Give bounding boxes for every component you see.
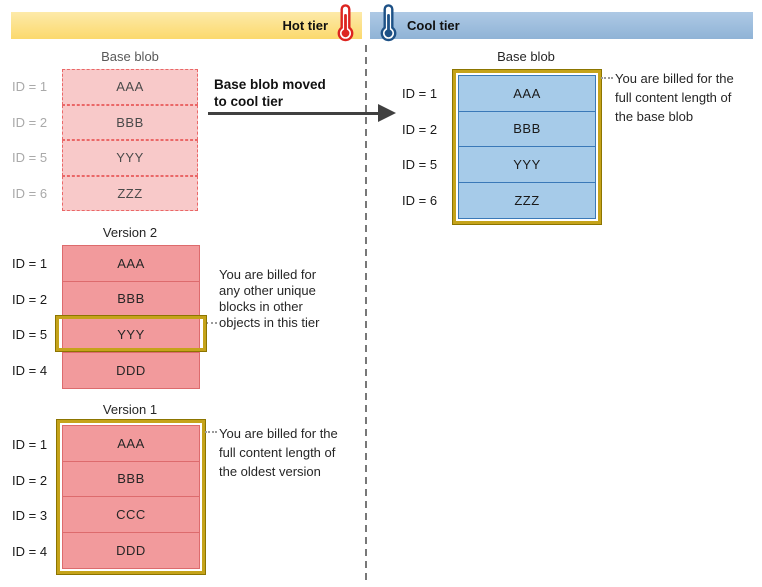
block-cell: AAA	[459, 76, 595, 112]
block-id: ID = 6	[12, 185, 48, 201]
note-line: You are billed for the	[615, 71, 734, 86]
block-cell: AAA	[63, 426, 199, 462]
block-cell: DDD	[63, 532, 199, 568]
version1-title: Version 1	[102, 402, 158, 417]
block-id: ID = 2	[402, 121, 438, 137]
block-cell: YYY	[459, 147, 595, 183]
block-id: ID = 4	[12, 362, 48, 378]
block-id: ID = 1	[12, 437, 48, 453]
version2-title: Version 2	[102, 225, 158, 240]
hot-tier-label: Hot tier	[282, 18, 329, 33]
block-cell: YYY	[63, 317, 199, 353]
note-line: objects in this tier	[219, 315, 320, 330]
block-cell: BBB	[62, 104, 198, 140]
version2-billing-note: You are billed for any other unique bloc…	[219, 267, 319, 331]
note-line: blocks in other	[219, 299, 303, 314]
unique-block-highlight-frame	[55, 315, 207, 352]
cool-billing-note: You are billed for the full content leng…	[615, 69, 734, 126]
block-cell: ZZZ	[62, 175, 198, 211]
block-id: ID = 1	[12, 79, 48, 95]
cool-base-blob-title: Base blob	[497, 49, 555, 64]
hot-base-blob-id-column: ID = 1 ID = 2 ID = 5 ID = 6	[12, 69, 62, 211]
thermometer-cool-icon	[380, 4, 397, 42]
block-id: ID = 3	[12, 508, 48, 524]
cool-tier-label: Cool tier	[407, 18, 460, 33]
note-line: full content length of	[219, 445, 336, 460]
tier-divider-dashed-line	[365, 45, 367, 585]
block-cell: BBB	[459, 111, 595, 147]
block-id: ID = 6	[402, 192, 438, 208]
block-cell: YYY	[62, 140, 198, 176]
move-arrow-head-icon	[378, 104, 396, 122]
block-cell: AAA	[63, 246, 199, 282]
hot-base-blob-title: Base blob	[101, 49, 159, 64]
note-line: the base blob	[615, 109, 694, 124]
note-line: Base blob moved	[214, 77, 326, 92]
leader-dots	[206, 322, 217, 324]
move-arrow-shaft	[208, 112, 379, 115]
cool-base-blob-id-column: ID = 1 ID = 2 ID = 5 ID = 6	[402, 76, 452, 218]
note-line: You are billed for	[219, 267, 317, 282]
note-line: the oldest version	[219, 464, 321, 479]
version1-billing-frame: AAA BBB CCC DDD	[56, 419, 206, 575]
version1-billing-note: You are billed for the full content leng…	[219, 424, 338, 481]
block-cell: BBB	[63, 461, 199, 497]
leader-dots	[601, 77, 613, 79]
cool-tier-bar: Cool tier	[370, 12, 753, 39]
block-cell: DDD	[63, 352, 199, 388]
version2-table: AAA BBB YYY DDD	[62, 245, 200, 389]
block-cell: CCC	[63, 497, 199, 533]
note-line: any other unique	[219, 283, 316, 298]
block-id: ID = 5	[12, 150, 48, 166]
leader-dots	[205, 431, 217, 433]
block-cell: ZZZ	[459, 182, 595, 218]
cool-base-blob-table: AAA BBB YYY ZZZ	[458, 75, 596, 219]
note-line: to cool tier	[214, 94, 284, 109]
cool-base-blob-billing-frame: AAA BBB YYY ZZZ	[452, 69, 602, 225]
block-id: ID = 2	[12, 472, 48, 488]
moved-to-cool-note: Base blob moved to cool tier	[214, 76, 326, 110]
block-id: ID = 4	[12, 543, 48, 559]
version1-table: AAA BBB CCC DDD	[62, 425, 200, 569]
block-cell: AAA	[62, 69, 198, 105]
thermometer-hot-icon	[337, 4, 354, 42]
block-id: ID = 1	[402, 86, 438, 102]
note-line: full content length of	[615, 90, 732, 105]
note-line: You are billed for the	[219, 426, 338, 441]
version2-id-column: ID = 1 ID = 2 ID = 5 ID = 4	[12, 246, 62, 388]
block-cell: BBB	[63, 281, 199, 317]
block-id: ID = 1	[12, 256, 48, 272]
block-id: ID = 2	[12, 114, 48, 130]
hot-tier-bar: Hot tier	[11, 12, 362, 39]
hot-base-blob-table: AAA BBB YYY ZZZ	[62, 69, 198, 211]
block-id: ID = 2	[12, 291, 48, 307]
block-id: ID = 5	[402, 157, 438, 173]
block-id: ID = 5	[12, 327, 48, 343]
version1-id-column: ID = 1 ID = 2 ID = 3 ID = 4	[12, 427, 62, 569]
